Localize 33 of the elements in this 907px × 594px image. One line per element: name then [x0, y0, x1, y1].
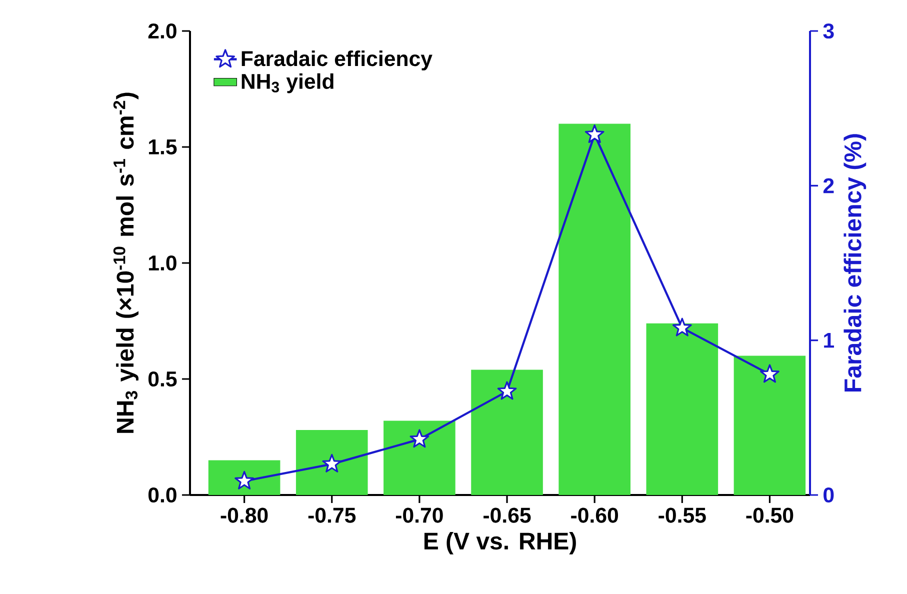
x-axis-title: E (V vs. RHE) [424, 532, 576, 554]
legend-label: Faradaic efficiency [242, 50, 432, 70]
x-tick-label: -0.75 [308, 508, 356, 523]
y2-tick-label: 2 [823, 178, 834, 194]
x-tick-label: -0.50 [746, 508, 794, 523]
point [672, 318, 692, 336]
point [410, 429, 430, 448]
point [497, 381, 517, 400]
x-tick-label: -0.60 [571, 508, 618, 523]
y2-tick-label: 0 [824, 487, 834, 503]
x-tick-label: -0.70 [396, 508, 443, 523]
point [760, 364, 780, 383]
bar [734, 356, 806, 495]
bar [296, 430, 368, 495]
bar [471, 370, 543, 495]
y2-tick-label: 1 [824, 332, 834, 348]
x-tick-label: -0.65 [484, 508, 531, 523]
bar [646, 323, 718, 495]
y2-axis-title: Faradaic efficiency (%) [844, 134, 866, 392]
bar [384, 420, 456, 495]
y-tick-label: 1.0 [148, 255, 176, 271]
y-tick-label: 0.5 [148, 371, 177, 387]
x-tick-label: -0.80 [220, 508, 268, 523]
x-tick-label: -0.55 [658, 508, 706, 523]
y2-tick-label: 3 [823, 23, 834, 39]
bar [558, 124, 630, 495]
point [584, 124, 604, 143]
y-tick-label: 1.5 [148, 140, 177, 154]
bar [208, 460, 280, 495]
y-tick-label: 2.0 [148, 23, 176, 39]
legend-label: NH$_{3}$ yield [242, 73, 334, 94]
text: NH$_{3}$ yield (×10$^{-10}$ mol s$^{-1}$ cm$^{-2}$) [113, 92, 138, 433]
y-tick-label: 0.0 [148, 487, 176, 503]
